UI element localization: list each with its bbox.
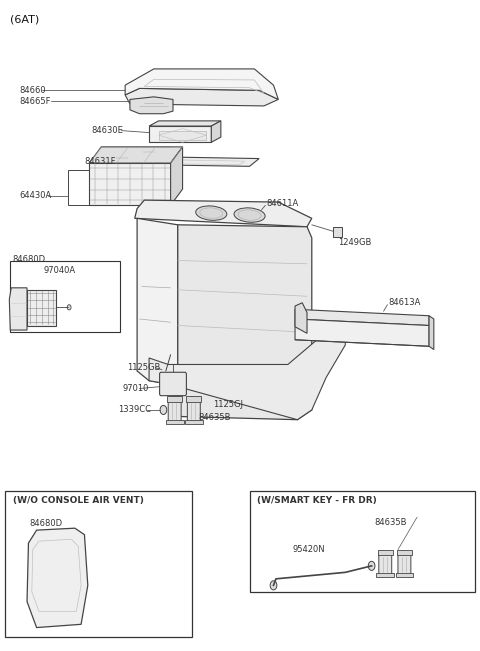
- Polygon shape: [429, 316, 434, 350]
- Polygon shape: [295, 303, 307, 333]
- Text: 1249GB: 1249GB: [338, 238, 372, 247]
- Polygon shape: [379, 551, 392, 575]
- Circle shape: [162, 366, 169, 376]
- Polygon shape: [397, 550, 412, 555]
- Circle shape: [368, 561, 375, 570]
- Text: 1125GJ: 1125GJ: [213, 400, 243, 409]
- Bar: [68, 170, 152, 205]
- Polygon shape: [27, 290, 56, 326]
- Text: 97010: 97010: [123, 384, 149, 393]
- Polygon shape: [187, 397, 200, 423]
- Polygon shape: [186, 396, 201, 402]
- Polygon shape: [27, 528, 88, 628]
- Polygon shape: [137, 218, 178, 384]
- Polygon shape: [9, 288, 27, 330]
- Polygon shape: [168, 397, 181, 423]
- Text: 84635B: 84635B: [374, 518, 407, 527]
- Text: 84631F: 84631F: [84, 158, 116, 166]
- Text: 84635B: 84635B: [198, 413, 231, 422]
- Text: 1339CC: 1339CC: [118, 406, 151, 415]
- Polygon shape: [295, 309, 429, 326]
- Polygon shape: [295, 319, 429, 346]
- Text: 84660: 84660: [20, 86, 47, 95]
- Polygon shape: [170, 147, 182, 205]
- Polygon shape: [135, 200, 312, 227]
- Polygon shape: [398, 551, 411, 575]
- Bar: [10, 260, 120, 332]
- Ellipse shape: [234, 208, 265, 222]
- Polygon shape: [158, 131, 206, 141]
- Text: 84680D: 84680D: [29, 519, 62, 528]
- Polygon shape: [396, 573, 413, 577]
- Text: 84665F: 84665F: [20, 97, 51, 106]
- Text: 95420N: 95420N: [293, 545, 325, 554]
- Polygon shape: [149, 121, 221, 126]
- Polygon shape: [149, 126, 211, 143]
- Text: 97040A: 97040A: [44, 266, 76, 275]
- Text: (W/SMART KEY - FR DR): (W/SMART KEY - FR DR): [257, 497, 376, 505]
- Circle shape: [160, 406, 167, 415]
- FancyBboxPatch shape: [159, 372, 186, 396]
- Circle shape: [270, 581, 277, 590]
- Text: 1125GB: 1125GB: [128, 363, 161, 372]
- Text: (6AT): (6AT): [10, 15, 39, 25]
- Text: 84613A: 84613A: [388, 298, 421, 307]
- Polygon shape: [166, 421, 183, 424]
- Bar: [5, 491, 192, 637]
- Text: 84630E: 84630E: [92, 126, 123, 135]
- Text: 64430A: 64430A: [20, 191, 52, 200]
- Bar: [333, 227, 342, 236]
- Polygon shape: [149, 326, 345, 420]
- Polygon shape: [167, 396, 182, 402]
- Polygon shape: [89, 163, 170, 205]
- Bar: [250, 491, 475, 592]
- Polygon shape: [130, 157, 259, 167]
- Polygon shape: [378, 550, 393, 555]
- Polygon shape: [185, 421, 203, 424]
- Polygon shape: [130, 97, 173, 114]
- Circle shape: [67, 305, 71, 310]
- Polygon shape: [125, 89, 278, 106]
- Polygon shape: [178, 225, 312, 420]
- Polygon shape: [125, 69, 278, 100]
- Circle shape: [206, 403, 212, 411]
- Polygon shape: [376, 573, 394, 577]
- Polygon shape: [211, 121, 221, 143]
- Text: 84680D: 84680D: [12, 255, 46, 264]
- Ellipse shape: [196, 206, 227, 220]
- Text: (W/O CONSOLE AIR VENT): (W/O CONSOLE AIR VENT): [12, 497, 144, 505]
- Polygon shape: [89, 147, 182, 163]
- Text: 84611A: 84611A: [266, 199, 299, 208]
